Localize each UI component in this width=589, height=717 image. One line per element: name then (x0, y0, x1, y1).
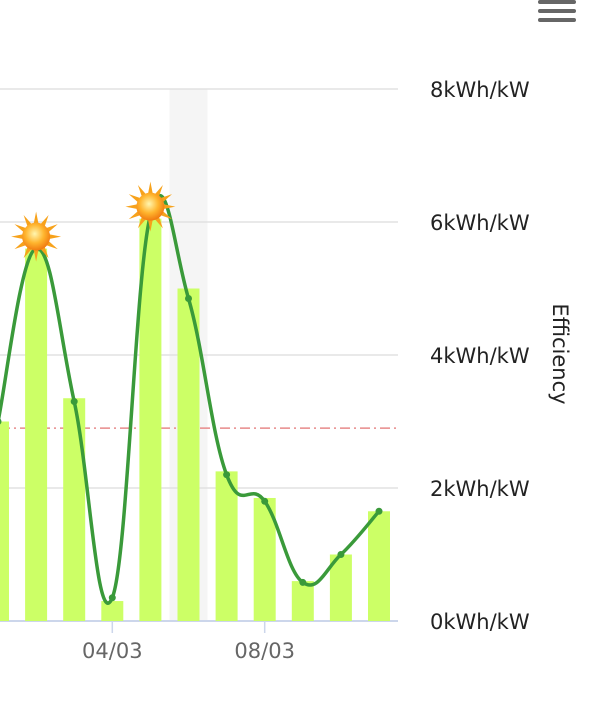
y-tick-label: 0kWh/kW (430, 610, 530, 634)
menu-button[interactable] (538, 0, 576, 26)
bar[interactable] (329, 554, 352, 622)
y-axis-title: Efficiency (548, 303, 572, 404)
y-tick-label: 8kWh/kW (430, 78, 530, 102)
bar[interactable] (177, 288, 200, 622)
sun-icon (11, 211, 62, 262)
line-point[interactable] (185, 294, 192, 302)
line-point[interactable] (0, 418, 2, 425)
x-tick-label: 08/03 (234, 639, 295, 663)
bar[interactable] (291, 581, 314, 621)
bar[interactable] (139, 218, 162, 622)
bar[interactable] (215, 471, 238, 621)
bar[interactable] (253, 497, 276, 621)
bar[interactable] (0, 421, 9, 622)
y-tick-label: 4kWh/kW (430, 344, 530, 368)
hamburger-menu-icon (538, 0, 576, 4)
line-point[interactable] (70, 398, 78, 406)
bar[interactable] (25, 248, 48, 621)
line-point[interactable] (337, 551, 345, 558)
bar[interactable] (368, 511, 390, 621)
x-tick-label: 04/03 (82, 639, 143, 663)
line-point[interactable] (261, 497, 269, 505)
y-tick-label: 6kWh/kW (430, 211, 530, 235)
line-point[interactable] (108, 594, 116, 602)
line-point[interactable] (299, 578, 307, 586)
sun-icon (125, 181, 176, 232)
line-point[interactable] (375, 507, 383, 515)
line-point[interactable] (223, 471, 231, 479)
bar[interactable] (101, 601, 124, 621)
y-tick-label: 2kWh/kW (430, 477, 530, 501)
bar[interactable] (63, 398, 86, 621)
